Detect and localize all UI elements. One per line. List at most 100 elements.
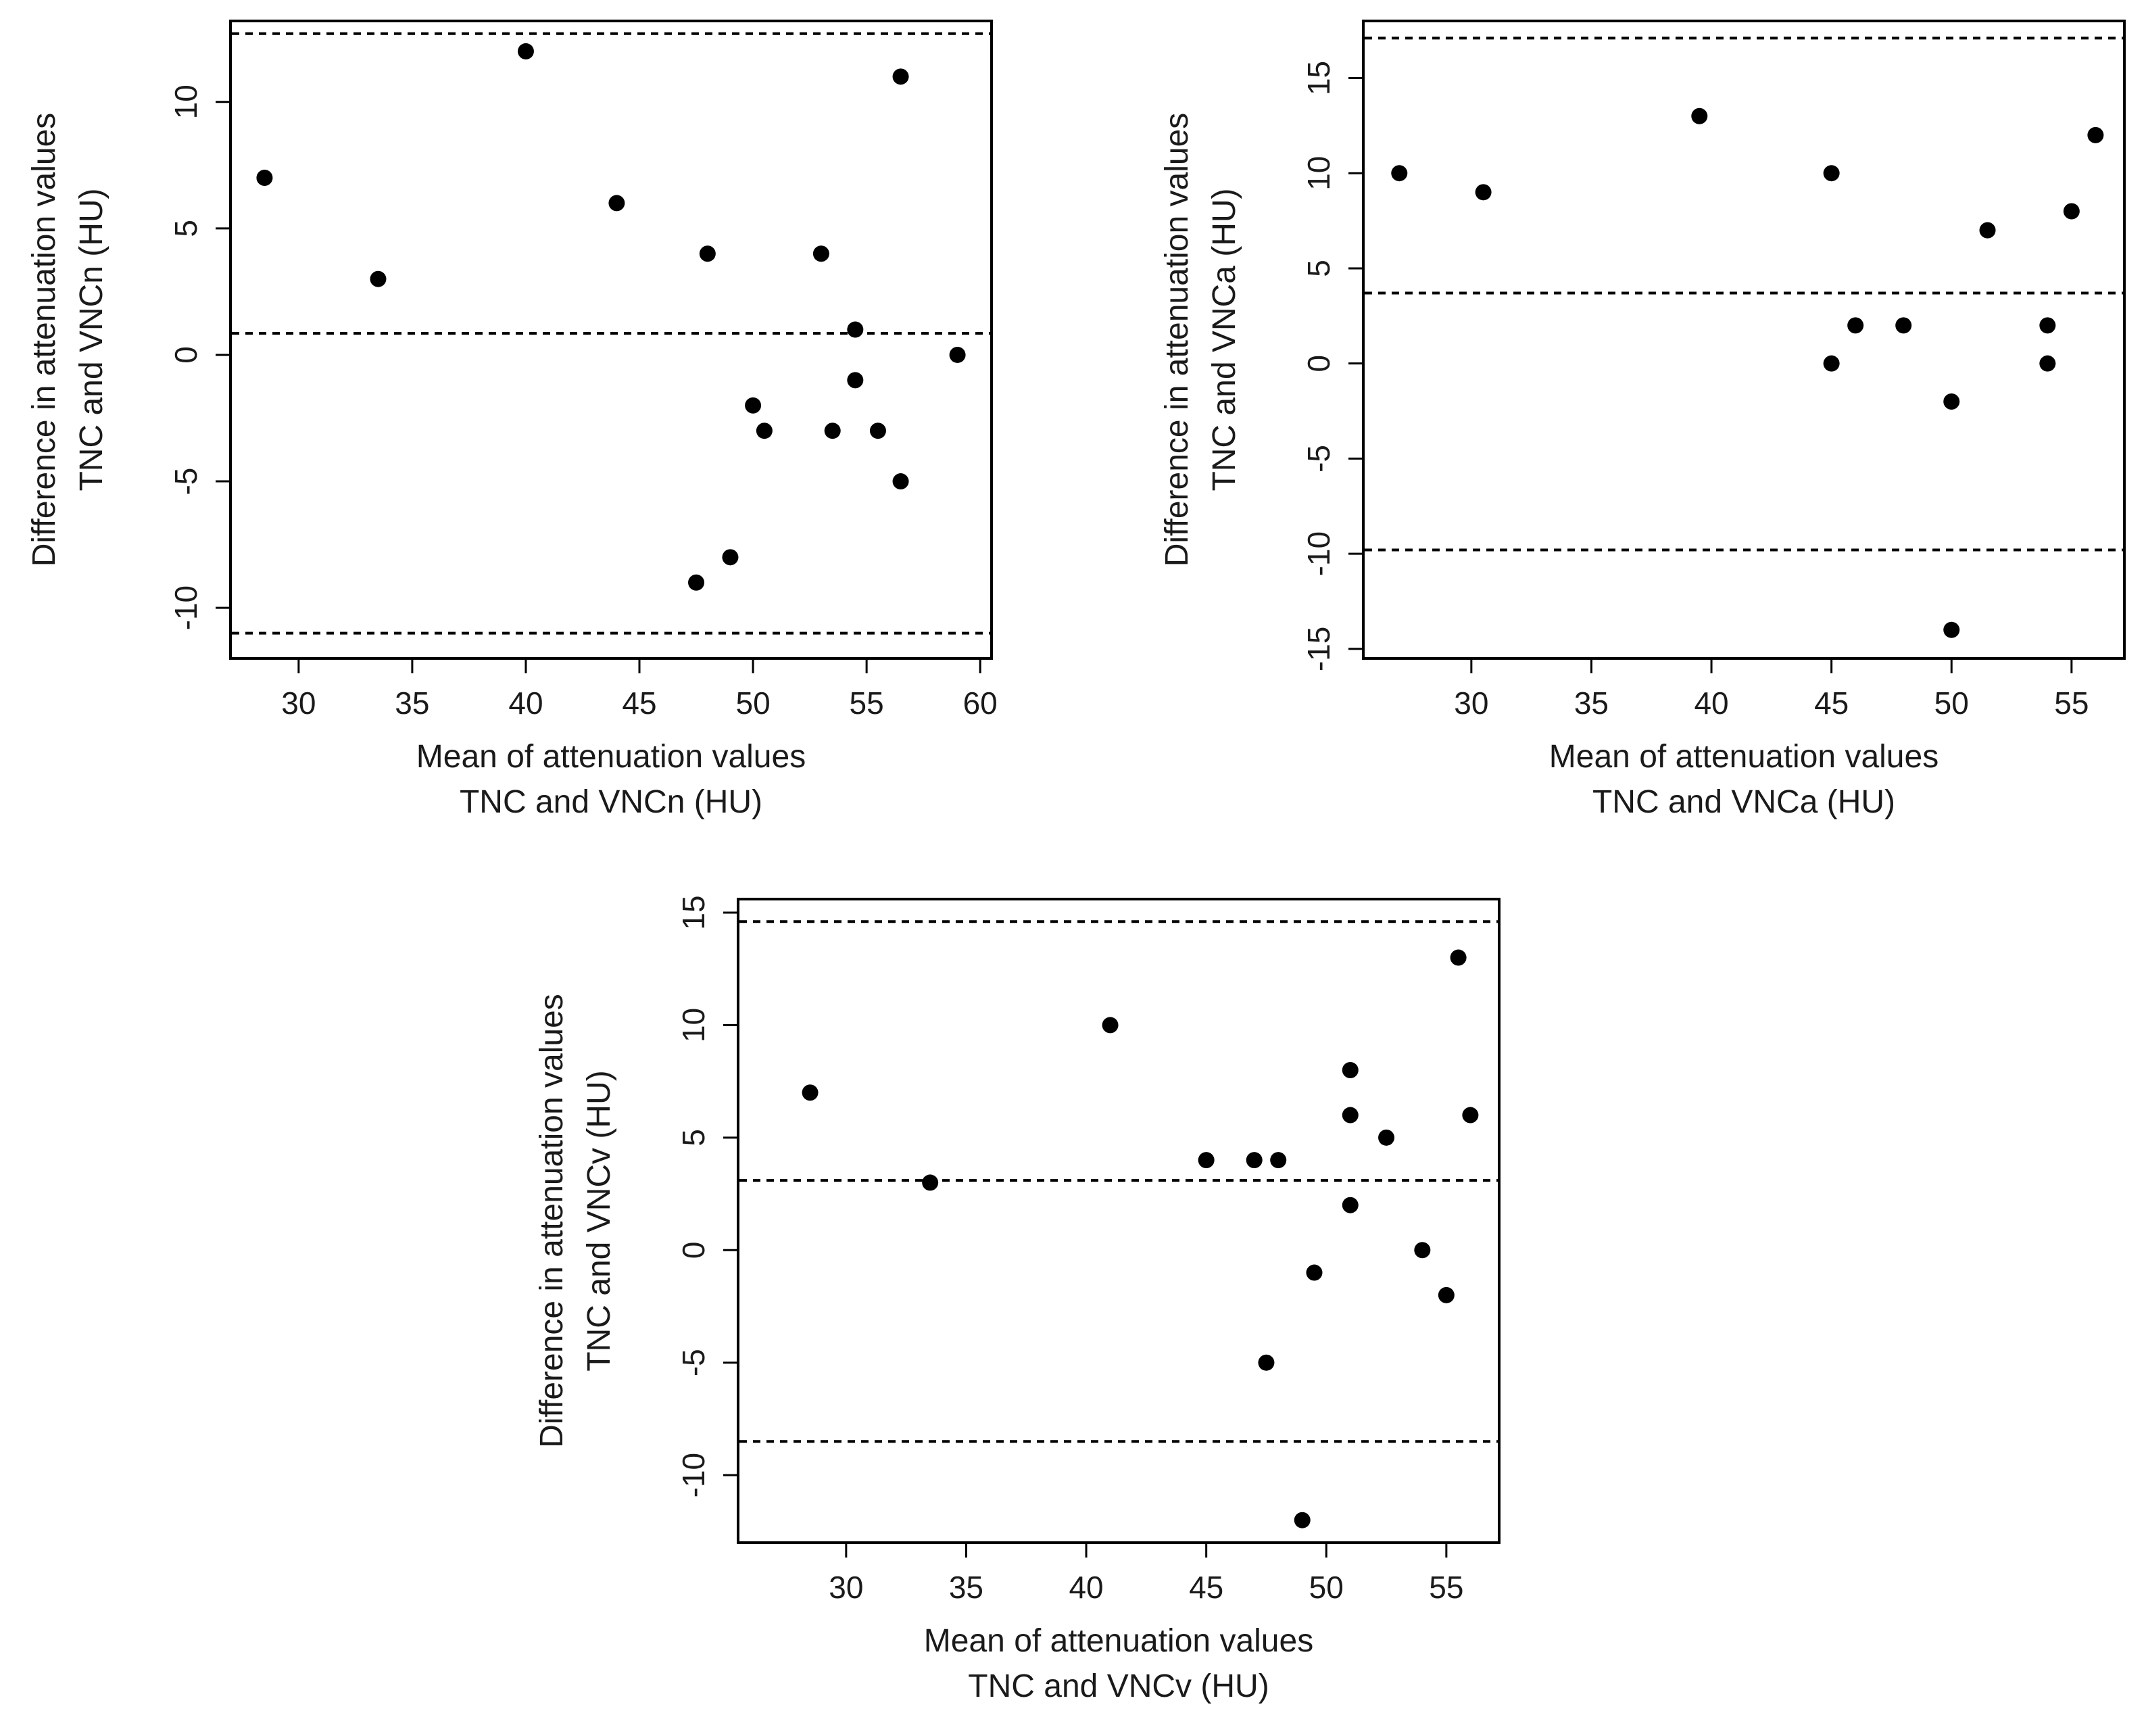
data-point (1943, 621, 1960, 638)
data-point (2063, 203, 2080, 220)
data-point (1979, 222, 1996, 239)
x-axis-label: TNC and VNCv (HU) (968, 1668, 1269, 1704)
data-point (722, 549, 739, 566)
y-tick-label: 10 (168, 85, 203, 119)
x-tick-label: 35 (949, 1570, 983, 1605)
y-tick-label: 5 (676, 1129, 711, 1147)
y-axis-label: TNC and VNCa (HU) (1206, 188, 1242, 491)
data-point (1270, 1152, 1287, 1169)
data-point (1198, 1152, 1215, 1169)
plot-frame (737, 898, 1501, 1544)
data-point (824, 423, 841, 439)
y-axis-label: Difference in attenuation values (534, 994, 570, 1448)
y-tick-label: 15 (1301, 61, 1336, 95)
x-tick-label: 40 (508, 685, 543, 721)
x-tick-label: 35 (1574, 685, 1609, 721)
data-point (517, 43, 534, 59)
data-point (812, 245, 829, 262)
y-tick-label: 0 (676, 1241, 711, 1259)
x-axis-label: TNC and VNCa (HU) (1592, 784, 1895, 820)
data-point (2039, 355, 2056, 372)
data-point (1438, 1286, 1455, 1303)
x-tick-label: 30 (829, 1570, 863, 1605)
y-tick-label: 10 (676, 1008, 711, 1042)
x-tick-label: 30 (1454, 685, 1488, 721)
x-tick-label: 40 (1694, 685, 1728, 721)
plot-frame (229, 20, 993, 660)
data-point (1475, 184, 1492, 201)
data-point (1246, 1152, 1263, 1169)
data-point (949, 346, 966, 363)
x-tick-label: 45 (622, 685, 656, 721)
data-point (1258, 1354, 1275, 1371)
y-tick-label: 15 (676, 895, 711, 930)
data-point (1378, 1129, 1395, 1146)
y-tick-label: 5 (168, 220, 203, 237)
x-axis-label: Mean of attenuation values (1549, 739, 1938, 775)
y-tick-label: -10 (168, 585, 203, 630)
data-point (1342, 1061, 1359, 1078)
data-point (745, 397, 762, 414)
data-point (847, 372, 864, 389)
data-point (892, 68, 909, 85)
panel-vncv: 30 35 40 45 50 55 -10 -5 0 5 10 15 Mean of attenuati… (534, 895, 1501, 1704)
y-tick-label: -5 (676, 1349, 711, 1376)
y-tick-label: -5 (1301, 445, 1336, 473)
data-point (1943, 393, 1960, 410)
panel-vnca: 30 35 40 45 50 55 -15 -10 -5 0 5 10 15 Mean of attenu… (1159, 20, 2126, 820)
x-tick-label: 40 (1069, 1570, 1103, 1605)
data-point (1823, 165, 1840, 182)
x-axis-label: Mean of attenuation values (416, 739, 806, 775)
data-point (847, 321, 864, 338)
plot-frame (1362, 20, 2126, 660)
y-tick-label: -10 (676, 1453, 711, 1497)
y-axis-label: Difference in attenuation values (1159, 113, 1195, 567)
x-tick-label: 50 (1934, 685, 1969, 721)
x-tick-label: 35 (395, 685, 429, 721)
x-axis-label: Mean of attenuation values (924, 1623, 1313, 1659)
data-point (1847, 317, 1864, 334)
data-point (256, 170, 273, 187)
y-axis-label: TNC and VNCv (HU) (581, 1070, 617, 1371)
x-tick-label: 45 (1814, 685, 1849, 721)
data-point (1450, 949, 1467, 966)
y-axis-label: TNC and VNCn (HU) (74, 188, 109, 491)
data-point (608, 195, 625, 212)
data-point (922, 1174, 939, 1191)
data-point (1102, 1017, 1119, 1034)
data-point (688, 574, 705, 591)
data-point (1294, 1512, 1311, 1528)
x-tick-label: 30 (281, 685, 316, 721)
y-tick-label: -15 (1301, 627, 1336, 671)
x-tick-label: 50 (1309, 1570, 1344, 1605)
data-point (699, 245, 716, 262)
data-point (370, 270, 387, 287)
data-point (1342, 1107, 1359, 1124)
data-point (1691, 107, 1708, 124)
data-point (1306, 1264, 1323, 1281)
x-tick-label: 55 (850, 685, 884, 721)
data-point (1462, 1107, 1479, 1124)
panel-vncn: 30 35 40 45 50 55 60 -10 -5 0 5 10 Mean of attenuati… (26, 20, 998, 820)
x-axis-label: TNC and VNCn (HU) (460, 784, 762, 820)
y-tick-label: 5 (1301, 260, 1336, 277)
x-tick-label: 60 (963, 685, 998, 721)
x-tick-label: 55 (1429, 1570, 1463, 1605)
data-point (869, 423, 886, 439)
x-tick-label: 55 (2054, 685, 2089, 721)
y-axis-label: Difference in attenuation values (26, 113, 62, 567)
data-point (802, 1084, 819, 1101)
data-point (1895, 317, 1912, 334)
x-tick-label: 50 (735, 685, 770, 721)
data-point (1414, 1242, 1431, 1259)
y-tick-label: 0 (1301, 355, 1336, 372)
data-point (2087, 126, 2104, 143)
data-point (2039, 317, 2056, 334)
y-tick-label: 0 (168, 346, 203, 364)
y-tick-label: 10 (1301, 156, 1336, 191)
y-tick-label: -10 (1301, 531, 1336, 576)
data-point (1391, 165, 1408, 182)
data-point (756, 423, 773, 439)
data-point (892, 473, 909, 490)
